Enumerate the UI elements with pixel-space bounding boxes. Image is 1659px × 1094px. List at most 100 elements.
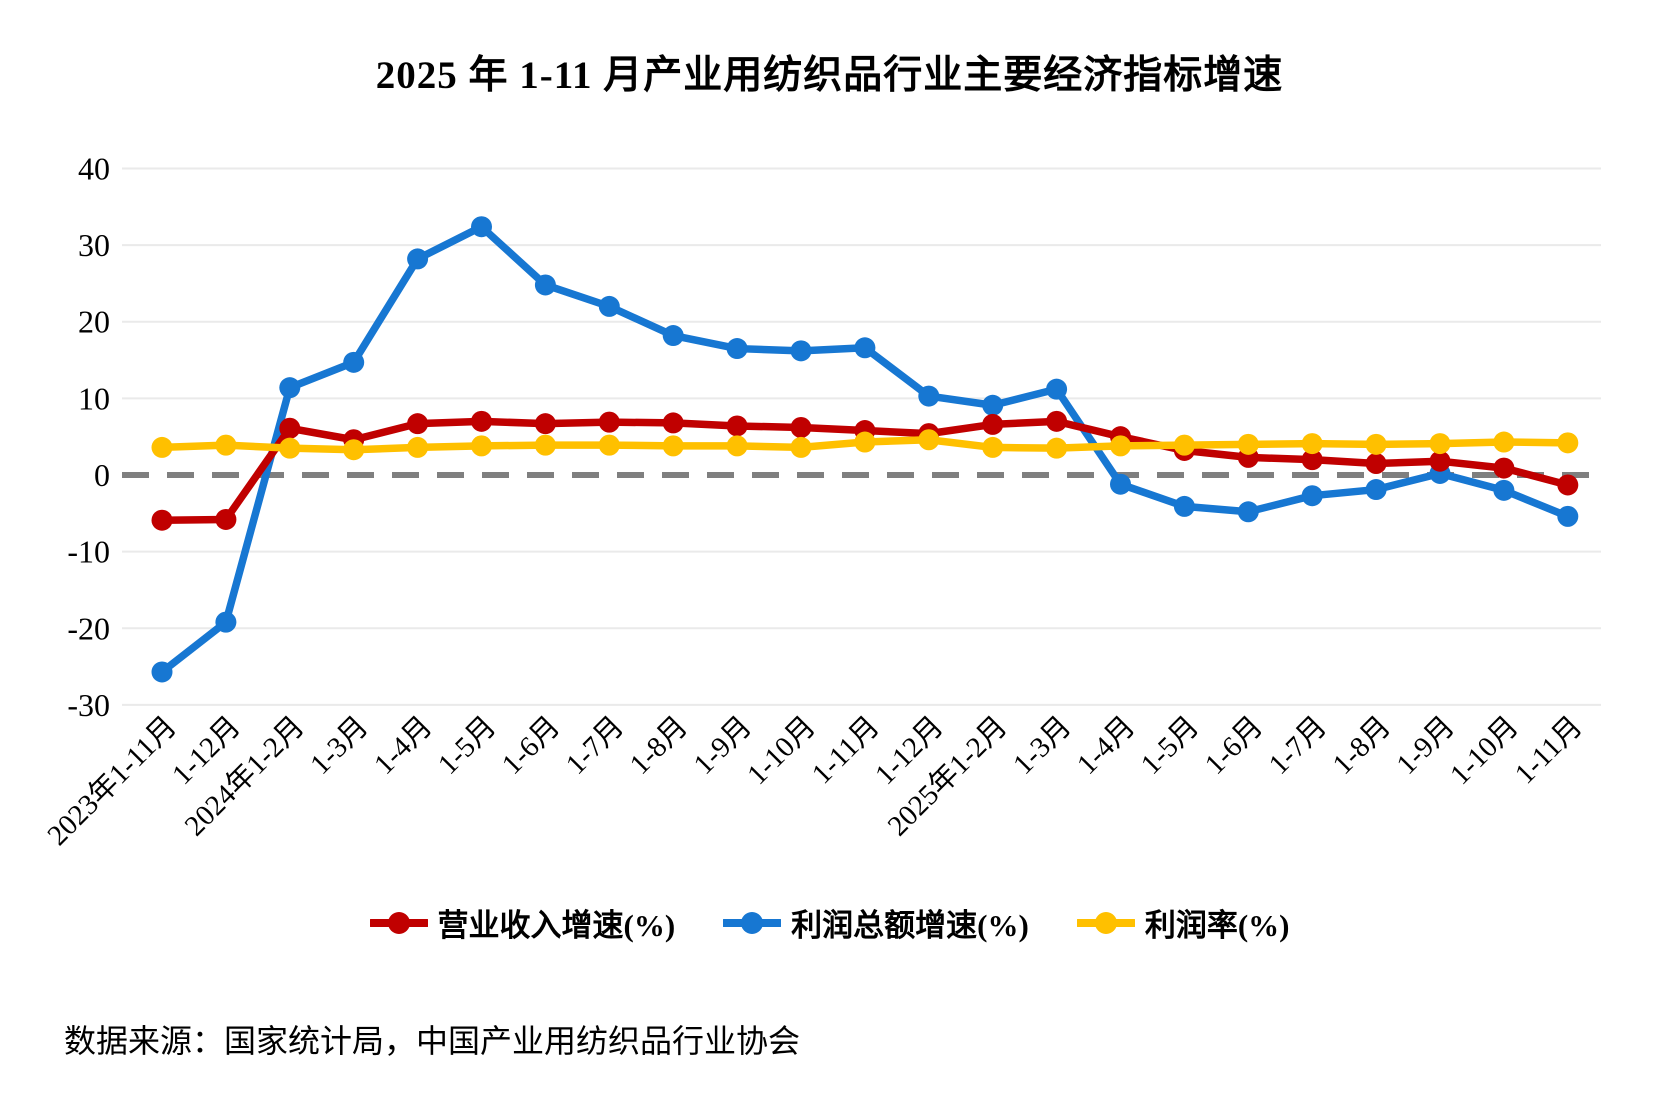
data-point [726,338,748,360]
data-point [1046,378,1068,400]
x-tick-label: 1-6月 [1199,710,1269,780]
data-point [1429,450,1451,472]
data-point [726,415,748,437]
x-tick-label: 1-3月 [304,710,374,780]
data-point [790,416,812,438]
x-tick-label: 1-8月 [1327,710,1397,780]
data-point [1173,434,1195,456]
data-point [1365,479,1387,501]
x-tick-label: 1-7月 [1263,710,1333,780]
data-point [1237,433,1259,455]
data-point [790,340,812,362]
y-tick-label: 10 [78,380,110,416]
data-point [1557,474,1579,496]
legend-marker-red [369,911,428,934]
data-point [854,337,876,359]
data-point [279,417,301,439]
x-tick-label: 1-8月 [624,710,694,780]
y-tick-label: -20 [67,610,110,646]
x-tick-label: 1-10月 [741,710,822,791]
data-point [343,351,365,373]
x-tick-label: 1-5月 [432,710,502,780]
data-point [598,295,620,317]
data-point [534,413,556,435]
data-point [151,509,173,531]
data-point [471,410,492,432]
y-tick-label: -30 [67,687,110,723]
legend-label-profit-margin: 利润率(%) [1144,908,1290,943]
data-point [918,429,940,451]
data-source-note: 数据来源：国家统计局，中国产业用纺织品行业协会 [64,1023,801,1059]
data-point [918,385,940,407]
data-point [1365,433,1387,455]
data-point [1110,435,1131,457]
data-point [854,431,876,453]
x-tick-label: 1-11月 [1509,710,1589,790]
x-tick-label: 2023年1-11月 [41,710,183,852]
data-point [982,394,1004,416]
data-point [1557,432,1579,454]
legend-label-profit-total-growth: 利润总额增速(%) [791,908,1029,943]
x-tick-label: 1-11月 [806,710,886,790]
data-point [471,216,492,238]
data-point [1046,437,1068,459]
legend-marker-blue [723,911,782,934]
data-point [1110,473,1131,495]
data-point [1173,495,1195,517]
data-point [1429,433,1451,455]
data-point [534,434,556,456]
x-tick-label: 1-4月 [368,710,438,780]
legend-marker-yellow [1076,911,1135,934]
x-tick-label: 1-3月 [1007,710,1077,780]
data-point [1301,485,1323,507]
data-point [1493,457,1515,479]
data-point [1557,505,1579,527]
x-tick-label: 1-7月 [560,710,630,780]
data-point [1301,449,1323,471]
data-point [1493,431,1515,453]
x-tick-label: 1-5月 [1135,710,1205,780]
data-point [1301,433,1323,455]
data-point [407,436,429,458]
data-point [279,437,301,459]
data-point [1046,410,1068,432]
data-point [1237,501,1259,523]
data-point [726,435,748,457]
data-point [662,435,684,457]
legend-item-revenue-growth: 营业收入增速(%) [369,900,676,945]
data-point [151,661,173,683]
legend-item-profit-total-growth: 利润总额增速(%) [723,900,1029,945]
data-point [534,274,556,296]
data-point [407,413,429,435]
data-point [215,434,237,456]
data-point [598,434,620,456]
x-tick-label: 1-4月 [1071,710,1141,780]
data-point [598,411,620,433]
y-tick-label: 20 [78,304,110,340]
data-point [982,436,1004,458]
data-point [662,325,684,347]
data-point [1493,479,1515,501]
data-point [790,436,812,458]
data-point [215,508,237,530]
data-point [1365,453,1387,475]
y-tick-label: -10 [67,534,110,570]
chart-legend: 营业收入增速(%) 利润总额增速(%) 利润率(%) [0,900,1659,945]
x-tick-label: 1-10月 [1444,710,1525,791]
data-point [471,435,492,457]
y-tick-label: 30 [78,227,110,263]
data-point [407,248,429,270]
data-point [151,436,173,458]
chart-title: 2025 年 1-11 月产业用纺织品行业主要经济指标增速 [375,54,1284,97]
data-point [215,611,237,633]
data-point [982,413,1004,435]
x-tick-label: 1-6月 [496,710,566,780]
data-point [343,439,365,461]
y-tick-label: 0 [94,457,110,493]
y-tick-label: 40 [78,150,110,186]
legend-label-revenue-growth: 营业收入增速(%) [437,908,676,943]
data-point [662,412,684,434]
legend-item-profit-margin: 利润率(%) [1076,900,1290,945]
